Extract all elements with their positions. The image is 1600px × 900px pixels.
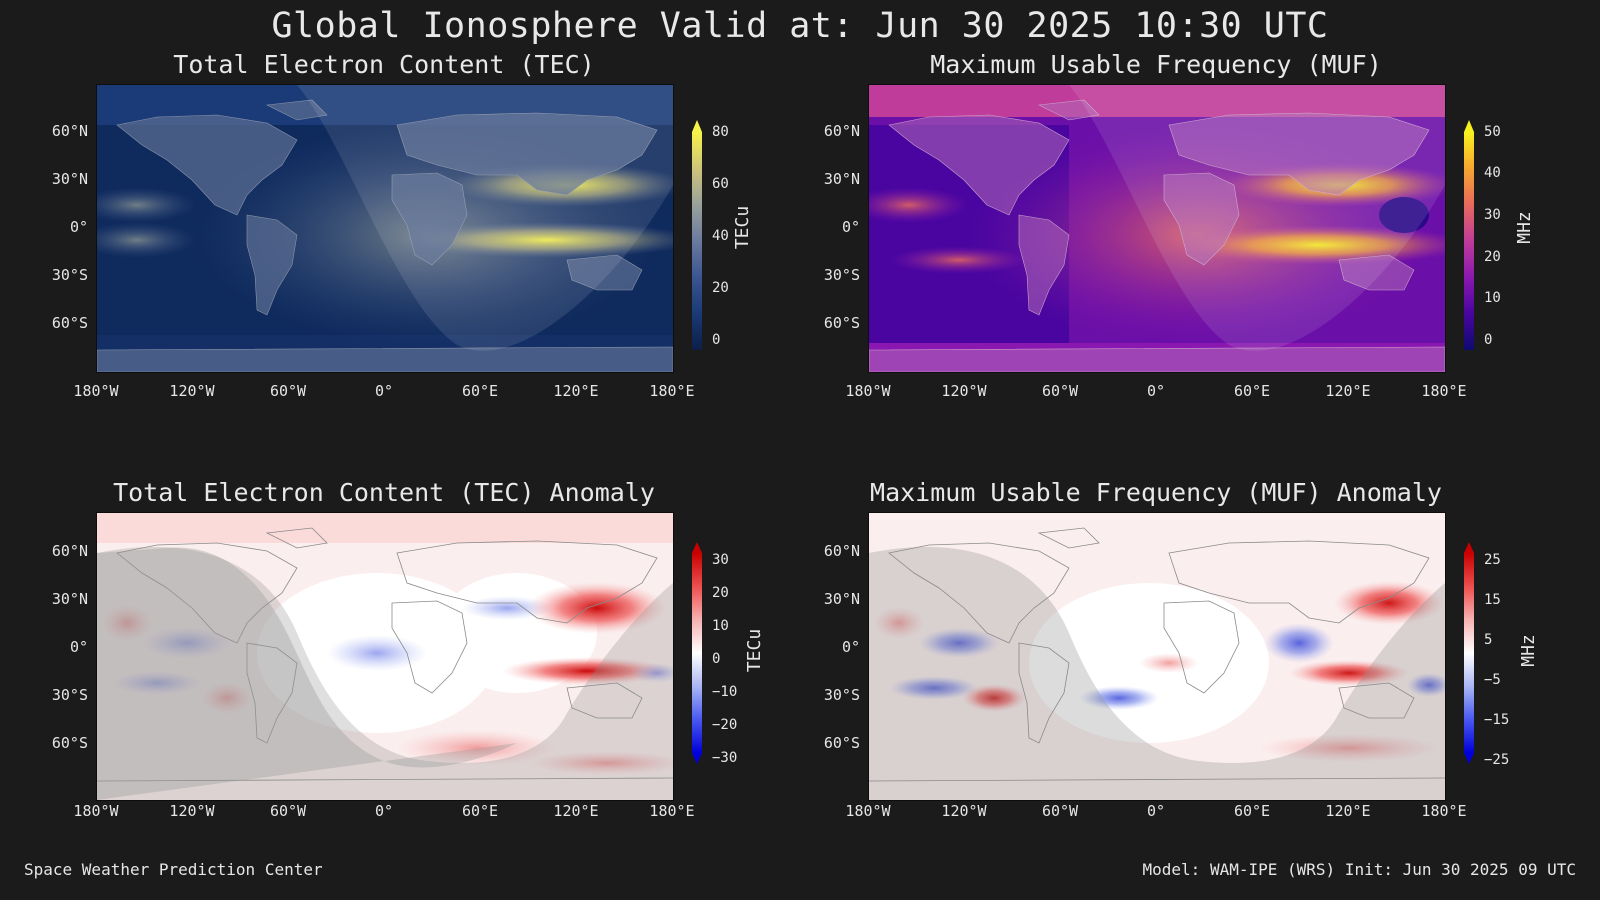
panel-title: Maximum Usable Frequency (MUF) Anomaly — [870, 478, 1442, 507]
lat-label: 0° — [69, 638, 88, 656]
lon-label: 180°W — [845, 802, 891, 820]
lat-label: 60°N — [823, 542, 860, 560]
footer-source: Space Weather Prediction Center — [24, 860, 323, 879]
lon-label: 180°W — [73, 382, 119, 400]
colorbar-tick: −15 — [1484, 712, 1510, 728]
colorbar-tick: 0 — [712, 332, 721, 348]
lon-label: 60°W — [1041, 382, 1079, 400]
lat-label: 30°N — [823, 170, 860, 188]
panel-title: Total Electron Content (TEC) — [173, 50, 595, 79]
colorbar-tick: 20 — [1484, 249, 1501, 265]
lon-label: 60°W — [1041, 802, 1079, 820]
muf-anomaly-colorbar — [1464, 542, 1474, 764]
lon-label: 180°E — [649, 382, 695, 400]
lon-label: 120°W — [169, 802, 215, 820]
colorbar-tick: 20 — [712, 280, 729, 296]
colorbar-tick: −30 — [712, 750, 738, 766]
lon-label: 180°E — [1421, 382, 1467, 400]
lat-label: 0° — [841, 218, 860, 236]
main-title: Global Ionosphere Valid at: Jun 30 2025 … — [271, 6, 1329, 46]
lon-label: 0° — [374, 802, 394, 820]
tec-anomaly-map[interactable] — [96, 512, 674, 801]
colorbar-tick: 15 — [1484, 592, 1501, 608]
tec-panel: Total Electron Content (TEC) — [0, 50, 780, 472]
muf-panel: Maximum Usable Frequency (MUF) — [772, 50, 1552, 472]
lat-label: 30°N — [823, 590, 860, 608]
lon-label: 180°W — [73, 802, 119, 820]
lat-label: 30°S — [51, 686, 88, 704]
lon-label: 60°E — [461, 802, 499, 820]
muf-anomaly-map[interactable] — [868, 512, 1446, 801]
colorbar-unit: MHz — [1517, 634, 1539, 667]
footer-model-info: Model: WAM-IPE (WRS) Init: Jun 30 2025 0… — [1142, 860, 1576, 879]
lat-label: 60°S — [823, 734, 860, 752]
tec-colorbar — [692, 120, 702, 350]
lon-label: 60°W — [269, 802, 307, 820]
lat-label: 60°N — [51, 542, 88, 560]
lat-label: 60°S — [51, 314, 88, 332]
lon-label: 120°W — [941, 382, 987, 400]
colorbar-tick: 40 — [712, 228, 729, 244]
lon-label: 60°E — [461, 382, 499, 400]
colorbar-unit: MHz — [1513, 211, 1535, 244]
colorbar-tick: 0 — [712, 651, 721, 667]
tec-anomaly-panel: Total Electron Content (TEC) Anomaly — [0, 478, 780, 900]
lat-label: 30°S — [823, 266, 860, 284]
lat-label: 30°S — [823, 686, 860, 704]
lat-label: 0° — [69, 218, 88, 236]
muf-colorbar — [1464, 120, 1474, 350]
lon-label: 180°W — [845, 382, 891, 400]
colorbar-tick: 30 — [1484, 207, 1501, 223]
lat-label: 60°S — [823, 314, 860, 332]
lon-label: 60°E — [1233, 802, 1271, 820]
lon-label: 120°E — [553, 802, 599, 820]
lat-label: 60°N — [823, 122, 860, 140]
colorbar-tick: −10 — [712, 684, 738, 700]
lat-label: 60°N — [51, 122, 88, 140]
lon-label: 120°E — [1325, 802, 1371, 820]
colorbar-tick: 25 — [1484, 552, 1501, 568]
tec-map[interactable] — [96, 84, 674, 373]
colorbar-tick: 30 — [712, 552, 729, 568]
colorbar-tick: 20 — [712, 585, 729, 601]
lon-label: 120°W — [169, 382, 215, 400]
lat-label: 30°S — [51, 266, 88, 284]
panel-title: Total Electron Content (TEC) Anomaly — [113, 478, 655, 507]
lon-label: 180°E — [649, 802, 695, 820]
colorbar-tick: −5 — [1484, 672, 1501, 688]
colorbar-tick: 10 — [1484, 290, 1501, 306]
lon-label: 0° — [1146, 802, 1166, 820]
colorbar-unit: TECu — [732, 205, 754, 250]
lat-label: 60°S — [51, 734, 88, 752]
lon-label: 0° — [1146, 382, 1166, 400]
lat-label: 30°N — [51, 590, 88, 608]
lon-label: 60°E — [1233, 382, 1271, 400]
colorbar-tick: −25 — [1484, 752, 1510, 768]
lon-label: 120°W — [941, 802, 987, 820]
lon-label: 0° — [374, 382, 394, 400]
colorbar-tick: 80 — [712, 124, 729, 140]
colorbar-tick: 50 — [1484, 124, 1501, 140]
tec-anomaly-colorbar — [692, 542, 702, 764]
colorbar-tick: 10 — [712, 618, 729, 634]
lon-label: 180°E — [1421, 802, 1467, 820]
colorbar-tick: 60 — [712, 176, 729, 192]
colorbar-tick: 40 — [1484, 165, 1501, 181]
lon-label: 60°W — [269, 382, 307, 400]
lat-label: 0° — [841, 638, 860, 656]
colorbar-tick: 0 — [1484, 332, 1493, 348]
colorbar-tick: 5 — [1484, 632, 1493, 648]
lon-label: 120°E — [1325, 382, 1371, 400]
panel-title: Maximum Usable Frequency (MUF) — [930, 50, 1382, 79]
lon-label: 120°E — [553, 382, 599, 400]
colorbar-tick: −20 — [712, 717, 738, 733]
muf-anomaly-panel: Maximum Usable Frequency (MUF) Anomaly — [772, 478, 1552, 900]
lat-label: 30°N — [51, 170, 88, 188]
muf-map[interactable] — [868, 84, 1446, 373]
colorbar-unit: TECu — [744, 628, 766, 673]
